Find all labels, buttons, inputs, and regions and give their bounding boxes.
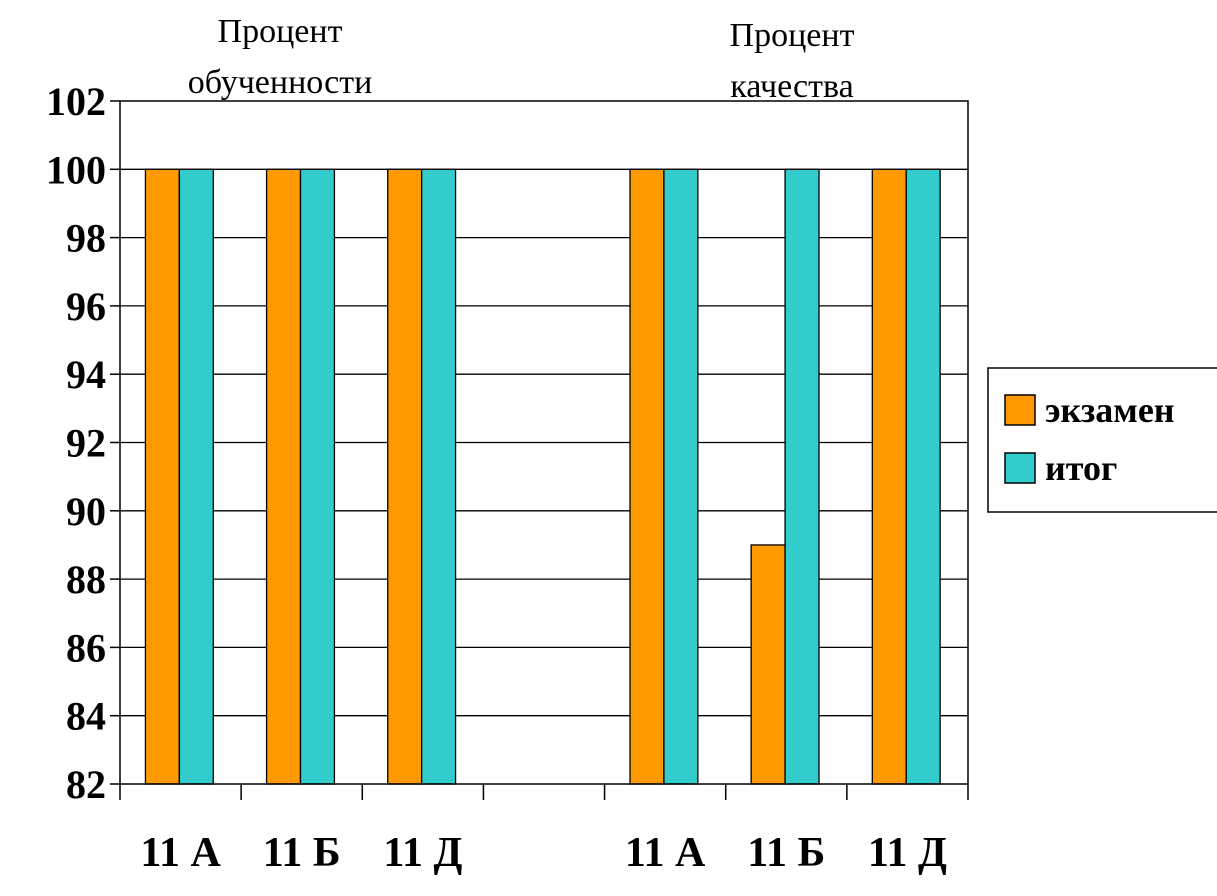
x-tick-label: 11 Д — [383, 830, 462, 876]
x-tick-label: 11 А — [140, 830, 221, 876]
x-axis: 11 А 11 Б 11 Д 11 А 11 Б 11 Д — [119, 784, 969, 876]
bar-exam — [144, 168, 181, 785]
group-title-line: Процент — [218, 13, 343, 50]
bar-total — [299, 168, 336, 785]
bar-total — [178, 168, 214, 785]
y-axis: 82 84 86 88 90 92 94 96 98 100 102 — [46, 79, 120, 807]
bar-total — [784, 168, 820, 785]
y-tick-label: 102 — [46, 79, 106, 124]
legend-swatch-exam — [1004, 394, 1036, 426]
y-tick-label: 88 — [66, 557, 106, 602]
x-tick-label: 11 Д — [868, 830, 947, 876]
group-title-learning: Процент обученности — [188, 13, 373, 101]
bars — [144, 168, 941, 785]
y-tick-label: 82 — [66, 762, 106, 807]
bar-exam — [265, 168, 302, 785]
legend-label-exam: экзамен — [1045, 390, 1175, 430]
bar-total — [663, 168, 699, 785]
legend: экзамен итог — [987, 367, 1217, 513]
gridlines — [120, 168, 968, 717]
bar-total — [905, 168, 941, 785]
bar-exam — [387, 168, 423, 785]
x-tick-label: 11 А — [625, 830, 706, 876]
legend-label-total: итог — [1045, 448, 1117, 488]
group-title-line: качества — [730, 68, 853, 105]
bar-exam — [629, 168, 665, 785]
y-tick-label: 84 — [66, 694, 106, 739]
group-title-line: обученности — [188, 64, 373, 101]
y-tick-label: 90 — [66, 489, 106, 534]
bar-exam — [871, 168, 907, 785]
x-tick-label: 11 Б — [263, 830, 341, 876]
y-tick-label: 96 — [66, 284, 106, 329]
x-tick-label: 11 Б — [747, 830, 825, 876]
y-tick-label: 92 — [66, 421, 106, 466]
y-tick-label: 98 — [66, 216, 106, 261]
bar-exam — [750, 544, 786, 785]
y-tick-label: 100 — [46, 147, 106, 192]
legend-swatch-total — [1004, 452, 1036, 484]
y-tick-label: 94 — [66, 352, 106, 397]
group-title-quality: Процент качества — [730, 17, 855, 105]
group-title-line: Процент — [730, 17, 855, 54]
y-tick-label: 86 — [66, 625, 106, 670]
bar-total — [420, 168, 457, 785]
legend-box — [987, 367, 1217, 513]
